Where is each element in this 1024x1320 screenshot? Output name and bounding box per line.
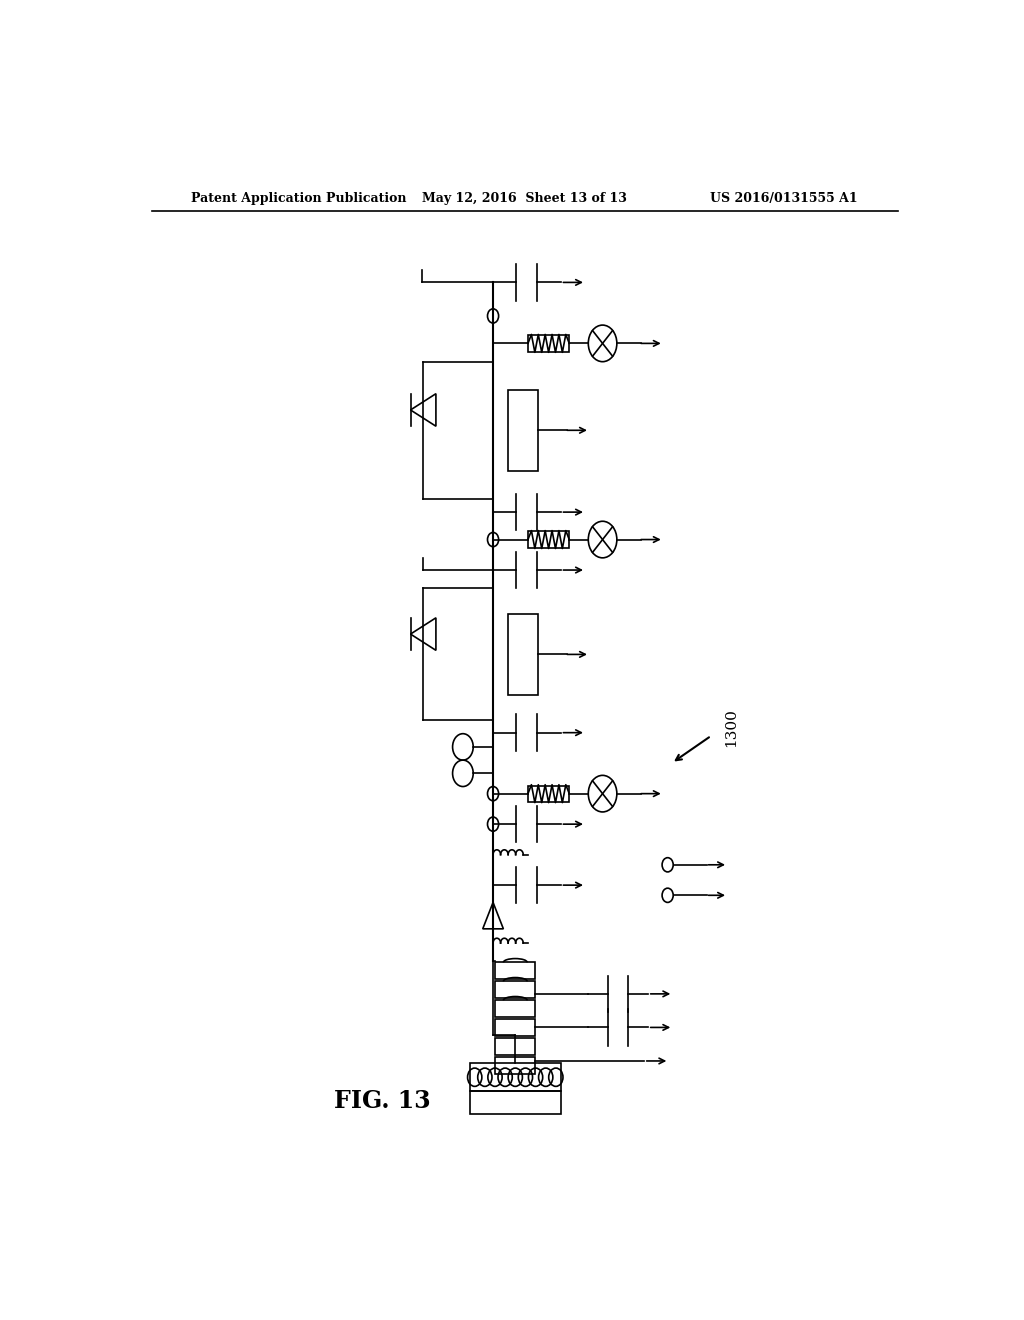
Circle shape [487,817,499,832]
Text: May 12, 2016  Sheet 13 of 13: May 12, 2016 Sheet 13 of 13 [422,191,628,205]
Bar [528,785,569,801]
Bar [496,1019,536,1036]
Circle shape [487,532,499,546]
Bar [470,1092,561,1114]
Bar [496,1057,536,1074]
Circle shape [487,787,499,801]
Circle shape [663,888,673,903]
Text: Patent Application Publication: Patent Application Publication [191,191,407,205]
Bar [528,532,569,548]
Bar [496,981,536,998]
Text: 1300: 1300 [724,708,738,747]
Circle shape [487,309,499,323]
Bar [508,389,539,471]
Bar [528,335,569,351]
Bar [496,1001,536,1018]
Text: US 2016/0131555 A1: US 2016/0131555 A1 [711,191,858,205]
Bar [508,614,539,696]
Circle shape [663,858,673,873]
Bar [470,1063,561,1092]
Bar [496,962,536,979]
Bar [496,1039,536,1055]
Text: FIG. 13: FIG. 13 [334,1089,431,1114]
